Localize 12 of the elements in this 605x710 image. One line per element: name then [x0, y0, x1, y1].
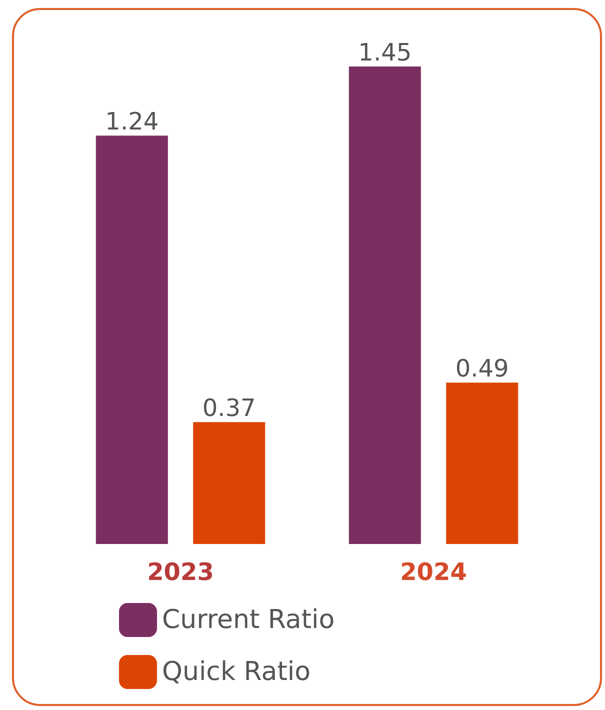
bar	[193, 422, 266, 544]
data-label: 0.37	[202, 394, 256, 422]
data-label: 0.49	[455, 354, 509, 383]
x-tick-label: 2023	[147, 558, 214, 586]
legend-label: Current Ratio	[162, 605, 335, 635]
bar	[96, 136, 168, 544]
data-label: 1.24	[105, 108, 159, 136]
bar	[348, 66, 421, 544]
bar	[446, 382, 518, 544]
legend-label: Quick Ratio	[162, 657, 311, 687]
x-tick-label: 2024	[400, 558, 467, 586]
data-label: 1.45	[358, 38, 412, 66]
